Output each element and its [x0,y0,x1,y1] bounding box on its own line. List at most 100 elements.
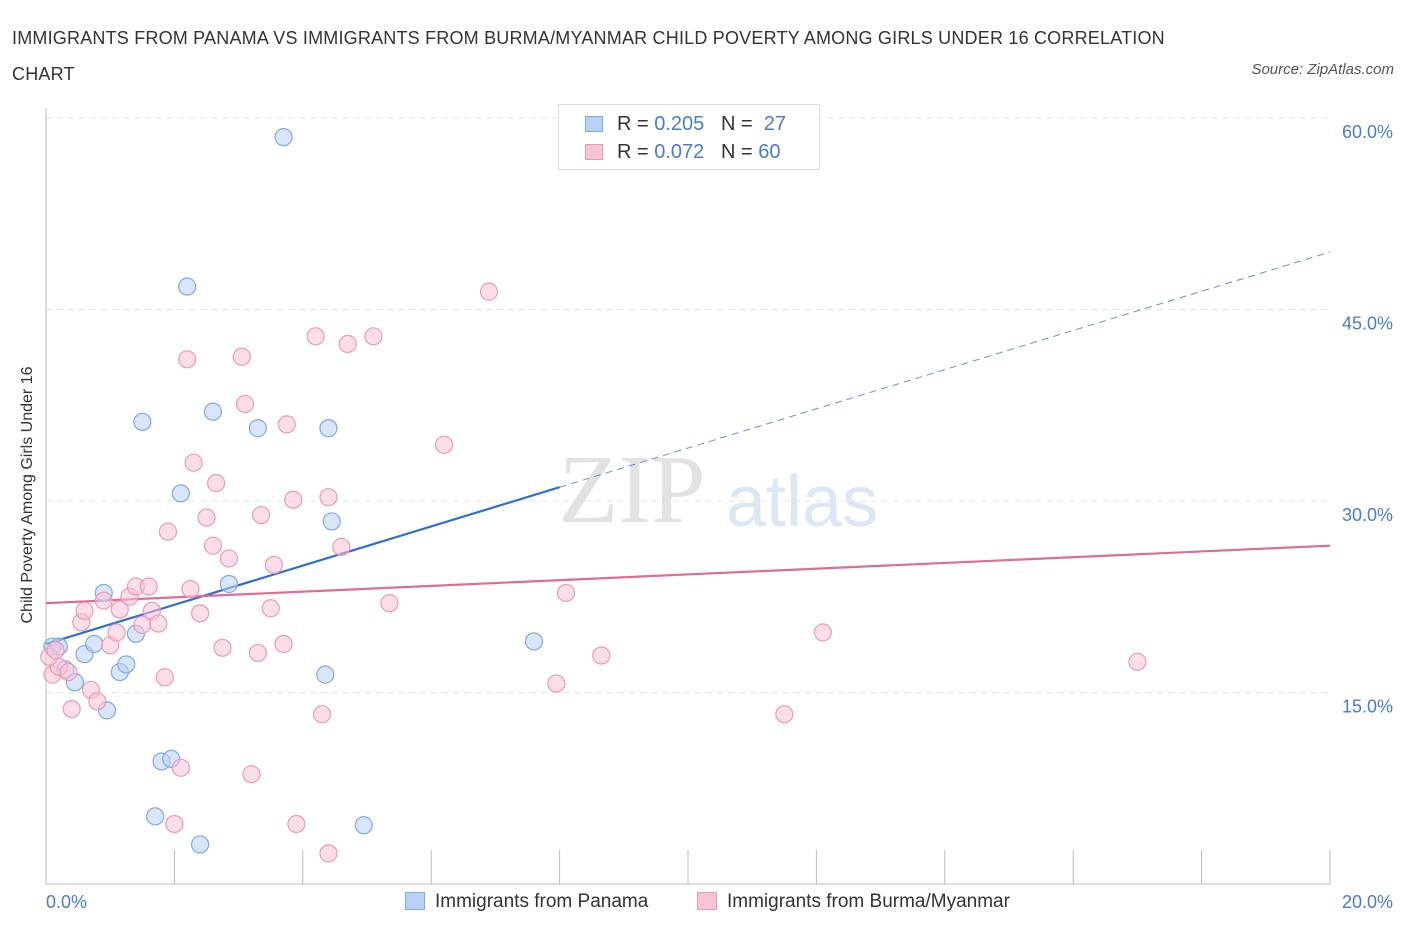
watermark: ZIP atlas [559,436,879,544]
point-panama-23 [322,512,341,531]
point-burma-20 [165,814,184,834]
bottom-legend-label-burma: Immigrants from Burma/Myanmar [727,891,1010,912]
trend-line-panama [45,486,560,646]
bottom-legend-burma: Immigrants from Burma/Myanmar [697,887,1010,917]
point-panama-25 [354,816,373,835]
point-burma-45 [319,844,338,863]
point-burma-36 [261,599,280,618]
bottom-legend-swatch-burma [697,892,717,910]
point-panama-18 [203,402,223,421]
point-burma-30 [219,549,239,568]
point-panama-11 [133,412,152,431]
point-panama-5 [85,634,104,654]
point-panama-9 [117,655,136,674]
point-burma-57 [1128,652,1147,671]
point-burma-21 [171,758,190,777]
point-burma-42 [306,327,325,346]
legend-swatch-panama [585,116,603,132]
point-burma-25 [184,453,203,472]
point-burma-32 [235,394,255,414]
point-burma-53 [556,583,576,603]
point-burma-48 [364,327,383,346]
legend-box: R = 0.205 N = 27 R = 0.072 N = 60 [558,104,820,170]
bottom-legend-panama: Immigrants from Panama [405,887,648,917]
point-burma-8 [94,591,113,610]
legend-r-label-burma: R = [617,141,649,163]
trend-line-panama-extension [559,251,1331,488]
point-burma-56 [813,623,832,642]
legend-n-value-panama: 27 [763,113,787,135]
point-burma-38 [274,634,293,654]
data-points [40,128,1147,863]
point-burma-37 [264,555,284,574]
point-panama-16 [178,277,197,296]
legend-r-label-panama: R = [617,113,649,135]
point-burma-34 [248,643,267,663]
point-burma-54 [592,646,611,665]
point-burma-17 [149,614,168,633]
point-burma-59 [46,641,65,660]
point-burma-3 [62,699,81,719]
point-burma-33 [242,765,261,784]
point-burma-52 [547,674,566,693]
point-burma-10 [107,623,126,642]
y-tick-labels: 15.0% 30.0% 45.0% 60.0% [1342,122,1393,717]
point-burma-5 [75,601,94,620]
point-panama-19 [219,574,239,594]
point-burma-15 [139,577,158,596]
point-burma-2 [59,662,78,682]
watermark-atlas: atlas [726,462,878,542]
chart-title: IMMIGRANTS FROM PANAMA VS IMMIGRANTS FRO… [12,28,1165,84]
legend-n-label-burma: N = [720,141,753,163]
point-panama-22 [316,665,335,684]
trend-line-burma [45,544,1331,605]
legend-swatch-burma [585,144,603,160]
point-panama-21 [274,128,293,147]
point-burma-49 [380,594,399,613]
point-burma-35 [251,505,271,525]
point-burma-46 [332,537,351,557]
y-tick-label-0: 15.0% [1342,697,1393,717]
y-tick-label-1: 30.0% [1342,505,1393,525]
axes [45,108,1331,885]
point-panama-20 [248,419,267,438]
point-burma-22 [178,350,197,369]
y-tick-label-2: 45.0% [1342,314,1393,334]
point-burma-26 [197,508,216,527]
legend-r-value-burma: 0.072 [654,141,705,163]
bottom-legend-label-panama: Immigrants from Panama [435,891,649,912]
point-panama-17 [190,835,210,854]
x-tick-label-max: 20.0% [1342,892,1393,912]
point-burma-31 [232,347,251,366]
point-burma-39 [277,415,296,434]
x-tick-label-min: 0.0% [46,892,87,912]
point-burma-40 [284,490,303,509]
point-burma-18 [155,668,174,687]
point-burma-55 [775,705,794,724]
point-burma-50 [434,435,454,454]
point-panama-15 [171,484,190,503]
point-burma-28 [207,474,226,493]
point-burma-19 [158,522,178,541]
bottom-legend-swatch-panama [405,892,425,910]
point-burma-23 [181,579,200,599]
point-burma-51 [479,282,499,301]
watermark-zip: ZIP [559,436,706,544]
point-burma-7 [88,692,107,711]
trend-lines [45,251,1331,646]
legend-n-label-panama: N = [720,113,753,135]
legend-r-value-panama: 0.205 [654,113,705,135]
point-burma-41 [287,814,306,834]
point-burma-47 [338,334,357,354]
point-panama-24 [319,419,338,438]
point-burma-11 [110,600,129,619]
point-burma-24 [190,604,210,623]
point-burma-44 [319,488,338,507]
point-panama-26 [524,632,544,651]
point-panama-12 [146,807,165,826]
y-tick-label-3: 60.0% [1342,122,1393,142]
point-burma-29 [213,638,232,657]
point-burma-43 [312,705,332,724]
point-burma-27 [203,536,223,555]
